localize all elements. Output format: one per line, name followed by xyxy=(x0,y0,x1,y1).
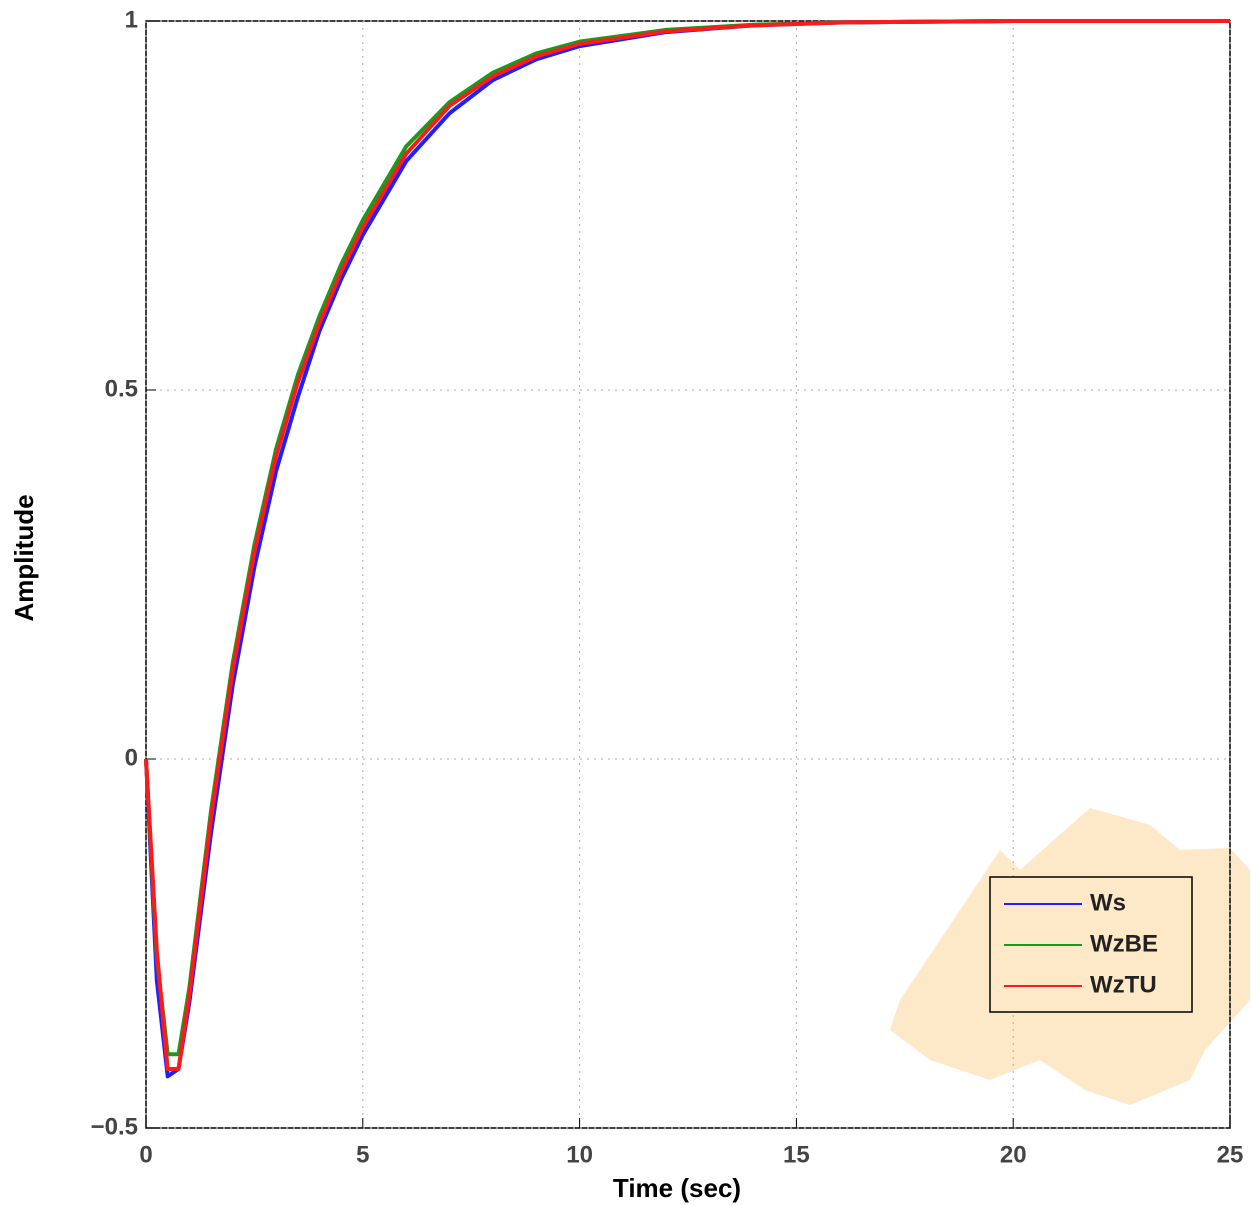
legend-label: WzBE xyxy=(1090,930,1158,957)
y-tick-label: 1 xyxy=(125,6,138,33)
series-line xyxy=(144,19,1230,1071)
y-tick-label: 0 xyxy=(125,744,138,771)
y-tick-label: −0.5 xyxy=(91,1113,138,1140)
x-tick-label: 25 xyxy=(1217,1141,1244,1168)
y-axis-label: Amplitude xyxy=(9,494,39,621)
legend-label: Ws xyxy=(1090,889,1126,916)
legend-label: WzTU xyxy=(1090,971,1157,998)
x-axis-label: Time (sec) xyxy=(613,1173,741,1203)
x-tick-label: 10 xyxy=(566,1141,593,1168)
x-tick-label: 5 xyxy=(356,1141,369,1168)
y-tick-label: 0.5 xyxy=(105,375,138,402)
x-tick-label: 15 xyxy=(783,1141,810,1168)
x-tick-label: 20 xyxy=(1000,1141,1027,1168)
x-tick-label: 0 xyxy=(139,1141,152,1168)
